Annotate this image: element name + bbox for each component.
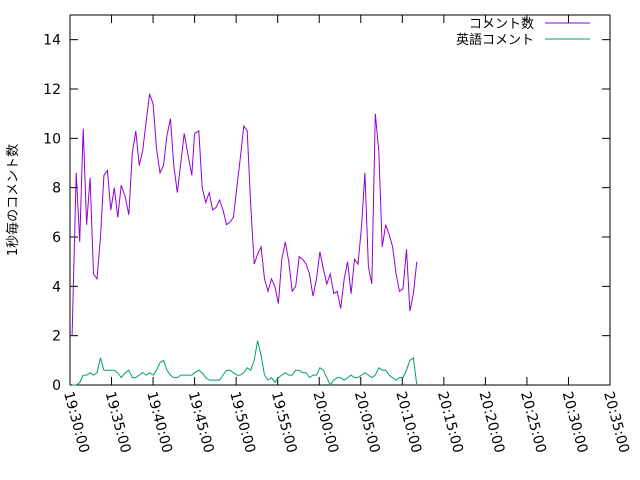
x-tick-label: 20:00:00 [309, 390, 341, 455]
y-tick-label: 12 [43, 82, 61, 98]
y-axis-label: 1秒毎のコメント数 [5, 144, 21, 256]
y-tick-label: 14 [43, 33, 61, 49]
y-axis: 0 2 4 6 8 10 12 14 [43, 33, 610, 394]
x-tick-label: 19:40:00 [143, 390, 175, 455]
y-tick-label: 2 [52, 329, 61, 345]
plot-area [69, 14, 611, 386]
x-tick-label: 20:05:00 [351, 390, 383, 455]
plot-frame [69, 14, 611, 386]
x-tick-label: 20:35:00 [600, 390, 632, 455]
x-axis: 19:30:00 19:35:00 19:40:00 19:45:00 19:50:00… [60, 15, 632, 455]
x-tick-label: 19:45:00 [185, 390, 217, 455]
series-line-1 [72, 340, 418, 386]
x-tick-label: 20:30:00 [559, 390, 591, 455]
x-tick-label: 19:55:00 [268, 390, 300, 455]
x-tick-label: 19:50:00 [226, 390, 258, 455]
series-layer [71, 93, 418, 386]
x-tick-label: 20:20:00 [476, 390, 508, 455]
y-tick-label: 0 [52, 378, 61, 394]
y-tick-label: 6 [52, 230, 61, 246]
y-tick-label: 8 [52, 181, 61, 197]
x-tick-label: 20:10:00 [392, 390, 424, 455]
legend-label: コメント数 [469, 17, 534, 32]
legend-label: 英語コメント [456, 32, 534, 48]
x-tick-label: 20:15:00 [434, 390, 466, 455]
x-tick-label: 19:35:00 [102, 390, 134, 455]
y-tick-label: 10 [43, 131, 61, 147]
x-tick-label: 20:25:00 [517, 390, 549, 455]
y-tick-label: 4 [52, 279, 61, 295]
series-line-0 [71, 93, 418, 336]
x-tick-label: 19:30:00 [60, 390, 92, 455]
